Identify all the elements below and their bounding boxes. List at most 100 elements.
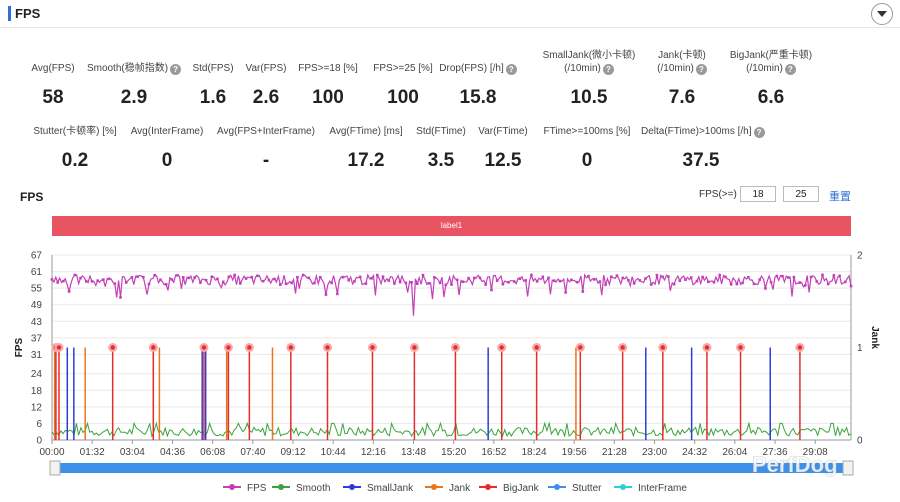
fps-point: [318, 275, 322, 279]
fps-point: [689, 276, 693, 279]
fps-point: [324, 293, 328, 296]
fps-point: [147, 282, 151, 286]
fps-threshold-input-2[interactable]: [783, 186, 819, 202]
fps-threshold-input-1[interactable]: [740, 186, 776, 202]
metric: BigJank(严重卡顿) (/10min)? 6.6: [711, 49, 831, 108]
metric-label: Smooth(稳帧指数)?: [74, 62, 194, 75]
metric-value: 1.6: [199, 87, 227, 108]
y2-tick-label: 0: [857, 436, 863, 447]
help-icon[interactable]: ?: [602, 64, 614, 75]
help-icon[interactable]: ?: [753, 127, 765, 138]
bigjank-marker: [288, 345, 294, 350]
fps-point: [96, 279, 99, 282]
fps-point: [136, 275, 139, 278]
bigjank-marker: [201, 345, 207, 350]
fps-point: [695, 279, 699, 283]
fps-point: [786, 276, 790, 279]
metric: Delta(FTime)>100ms [/h]? 37.5: [641, 125, 765, 171]
fps-point: [387, 279, 391, 282]
fps-point: [724, 275, 727, 279]
fps-point: [130, 276, 134, 279]
x-tick-label: 00:00: [39, 447, 64, 458]
legend-label: InterFrame: [638, 483, 687, 494]
metric-label: FPS>=18 [%]: [298, 63, 358, 74]
y-tick-label: 37: [31, 333, 43, 344]
fps-point: [518, 277, 522, 280]
fps-point: [826, 282, 830, 286]
help-icon[interactable]: ?: [170, 64, 182, 75]
time-range-slider: [54, 463, 849, 473]
help-icon[interactable]: ?: [784, 64, 796, 75]
fps-point: [804, 284, 807, 287]
fps-point: [712, 281, 716, 284]
fps-point: [107, 277, 111, 281]
fps-point: [353, 280, 356, 283]
fps-point: [427, 282, 430, 285]
metric: Jank(卡顿) (/10min)? 7.6: [622, 49, 742, 108]
fps-point: [809, 275, 813, 279]
legend-swatch-icon: [548, 484, 566, 490]
legend-item-interframe[interactable]: InterFrame: [614, 483, 687, 494]
fps-point: [478, 276, 482, 280]
metric-value: 10.5: [570, 87, 608, 108]
legend-item-stutter[interactable]: Stutter: [548, 483, 601, 494]
metric: FPS>=18 [%] 100: [268, 62, 388, 108]
metric-label: SmallJank(微小卡顿): [542, 50, 636, 61]
reset-button[interactable]: 重置: [829, 191, 851, 203]
fps-point: [393, 282, 396, 285]
bigjank-marker: [110, 345, 115, 350]
fps-point: [176, 274, 179, 277]
fps-point: [216, 277, 219, 281]
bigjank-marker: [412, 345, 417, 350]
fps-point: [284, 282, 288, 286]
x-tick-label: 26:04: [722, 447, 747, 458]
fps-point: [227, 275, 231, 279]
fps-point: [530, 273, 533, 277]
bigjank-marker: [56, 345, 62, 350]
fps-point: [119, 296, 122, 299]
legend-item-bigjank[interactable]: BigJank: [479, 483, 539, 494]
fps-point: [336, 292, 339, 296]
fps-point: [490, 288, 493, 292]
collapse-toggle-button[interactable]: [871, 3, 893, 25]
fps-point: [233, 273, 236, 277]
fps-point: [142, 275, 145, 279]
fps-point: [792, 275, 796, 279]
metric-value: 2.6: [252, 87, 280, 108]
label-band[interactable]: label1: [52, 216, 851, 236]
y-tick-label: 6: [36, 419, 42, 430]
legend-item-smalljank[interactable]: SmallJank: [343, 483, 413, 494]
metric: Drop(FPS) [/h]? 15.8: [418, 62, 538, 108]
fps-point: [667, 275, 670, 278]
fps-point: [244, 277, 248, 280]
bigjank-marker: [578, 345, 583, 350]
help-icon[interactable]: ?: [695, 64, 707, 75]
bigjank-marker: [247, 345, 252, 350]
fps-point: [341, 275, 345, 279]
fps-point: [410, 281, 413, 284]
legend-item-fps[interactable]: FPS: [223, 483, 266, 494]
fps-point: [473, 276, 476, 280]
legend-item-jank[interactable]: Jank: [425, 483, 470, 494]
fps-point: [347, 278, 351, 282]
metric: FTime>=100ms [%] 0: [527, 125, 647, 171]
y-axis-title: FPS: [14, 337, 25, 357]
metric: FPS>=25 [%] 100: [343, 62, 463, 108]
legend-label: FPS: [247, 483, 267, 494]
legend-item-smooth[interactable]: Smooth: [272, 483, 330, 494]
fps-point: [655, 273, 659, 277]
metric: Avg(FPS) 58: [0, 62, 113, 108]
help-icon[interactable]: ?: [505, 64, 517, 75]
slider-handle-right[interactable]: [842, 460, 854, 476]
legend-swatch-icon: [343, 484, 361, 490]
fps-point: [849, 284, 853, 288]
fps-point: [604, 283, 607, 286]
slider-handle-left[interactable]: [49, 460, 61, 476]
fps-point: [210, 275, 214, 279]
bigjank-marker: [738, 345, 743, 350]
fps-point: [701, 275, 704, 279]
series-line-fps: [51, 272, 852, 316]
y2-axis-title: Jank: [869, 326, 880, 349]
section-header: FPS: [0, 0, 900, 28]
